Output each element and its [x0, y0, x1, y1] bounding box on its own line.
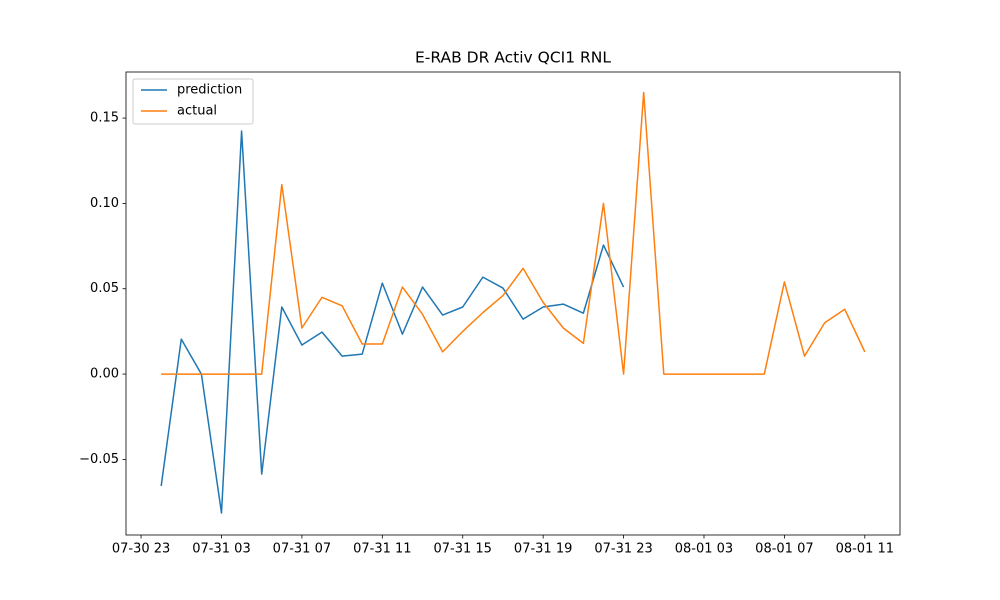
series-line: [161, 91, 866, 375]
x-tick-label: 08-01 03: [675, 542, 733, 557]
x-tick-label: 07-31 07: [273, 542, 331, 557]
x-tick-label: 07-31 19: [514, 542, 572, 557]
x-tick-label: 07-30 23: [112, 542, 170, 557]
legend-label: actual: [177, 104, 217, 119]
x-tick-label: 08-01 07: [755, 542, 813, 557]
y-tick-label: 0.10: [90, 196, 119, 211]
x-tick-label: 07-31 03: [192, 542, 250, 557]
x-tick-label: 08-01 11: [836, 542, 894, 557]
chart-title: E-RAB DR Activ QCI1 RNL: [415, 49, 611, 67]
y-tick-label: 0.05: [90, 281, 119, 296]
legend-label: prediction: [177, 83, 242, 98]
x-tick-label: 07-31 11: [353, 542, 411, 557]
x-tick-label: 07-31 15: [434, 542, 492, 557]
y-tick-label: 0.15: [90, 111, 119, 126]
x-tick-label: 07-31 23: [594, 542, 652, 557]
y-tick-label: 0.00: [90, 367, 119, 382]
y-tick-label: −0.05: [79, 452, 119, 467]
plot-frame: [125, 71, 901, 536]
